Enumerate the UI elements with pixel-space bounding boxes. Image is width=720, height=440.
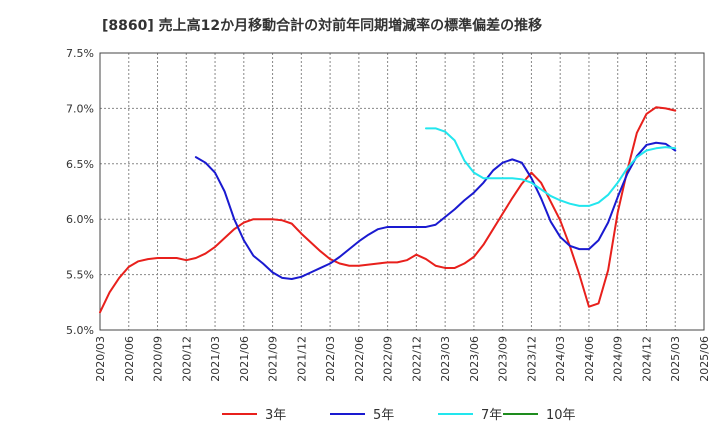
x-tick-label: 2025/03: [669, 336, 682, 382]
legend-item: 3年: [222, 408, 286, 423]
x-tick-label: 2020/06: [123, 336, 136, 382]
legend-item: 5年: [330, 408, 394, 423]
x-axis: 2020/03 2020/06 2020/09 2020/12 2021/03 2021/…: [94, 336, 711, 382]
x-tick-label: 2021/06: [238, 336, 251, 382]
legend-label: 5年: [373, 408, 394, 423]
legend-item: 7年: [438, 408, 502, 423]
x-tick-label: 2020/09: [152, 336, 165, 382]
legend-label: 7年: [481, 408, 502, 423]
series-layer: [99, 106, 677, 314]
x-tick-label: 2020/12: [180, 336, 193, 382]
x-tick-label: 2024/09: [612, 336, 625, 382]
x-tick-label: 2023/09: [497, 336, 510, 382]
chart-title: [8860] 売上高12か月移動合計の対前年同期増減率の標準偏差の推移: [102, 17, 542, 34]
x-tick-label: 2021/12: [295, 336, 308, 382]
x-tick-label: 2020/03: [94, 336, 107, 382]
grid: [100, 53, 704, 330]
x-tick-label: 2022/09: [382, 336, 395, 382]
y-tick-label: 6.5%: [66, 158, 94, 171]
legend-item: 10年: [503, 408, 576, 423]
plot-area: [100, 53, 704, 330]
x-tick-label: 2024/06: [583, 336, 596, 382]
y-tick-label: 7.5%: [66, 47, 94, 60]
y-tick-label: 5.0%: [66, 324, 94, 337]
y-tick-label: 7.0%: [66, 102, 94, 115]
x-tick-label: 2022/12: [410, 336, 423, 382]
x-tick-label: 2021/03: [209, 336, 222, 382]
x-tick-label: 2025/06: [698, 336, 711, 382]
x-tick-label: 2021/09: [267, 336, 280, 382]
series-line-2: [194, 141, 677, 281]
legend: 3年 5年 7年 10年: [222, 408, 576, 423]
series-line-1: [99, 106, 677, 314]
x-tick-label: 2024/12: [640, 336, 653, 382]
legend-label: 10年: [546, 408, 576, 423]
y-tick-label: 6.0%: [66, 213, 94, 226]
plot-frame: [99, 52, 705, 331]
legend-label: 3年: [265, 408, 286, 423]
y-axis: 5.0% 5.5% 6.0% 6.5% 7.0% 7.5%: [66, 47, 94, 337]
x-tick-label: 2023/06: [468, 336, 481, 382]
x-tick-label: 2023/03: [439, 336, 452, 382]
series-line-3: [424, 127, 677, 207]
x-tick-label: 2023/12: [525, 336, 538, 382]
x-tick-label: 2022/03: [324, 336, 337, 382]
x-tick-label: 2024/03: [554, 336, 567, 382]
x-tick-label: 2022/06: [353, 336, 366, 382]
y-tick-label: 5.5%: [66, 269, 94, 282]
